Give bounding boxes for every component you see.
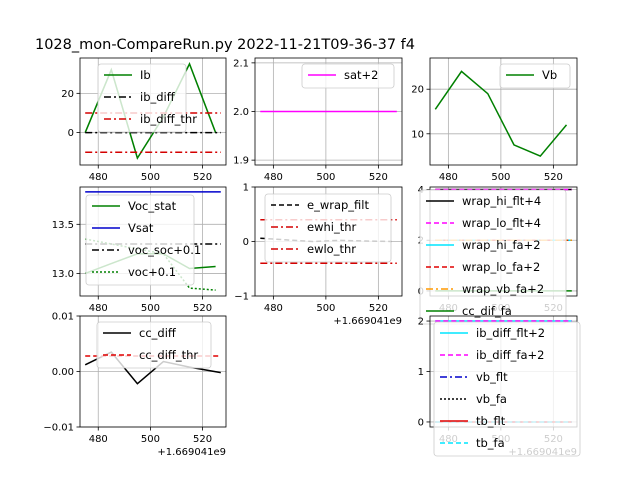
legend-box [97,63,187,133]
y-tick-label: −1 [234,292,249,303]
legend-label: wrap_hi_flt+4 [462,194,541,208]
legend-label: ib_diff_thr [140,112,197,126]
subplot-8: 480500520012+1.669041e9ib_diff_flt+2ib_d… [418,315,581,458]
legend-label: wrap_lo_flt+4 [462,216,541,230]
y-tick-label: 13.5 [52,220,74,231]
legend-label: Voc_stat [128,199,177,213]
legend-box [85,194,195,286]
x-tick-label: 500 [316,172,335,183]
y-tick-label: −0.01 [43,423,74,434]
legend: Voc_stat Vsat voc_soc+0.1 voc+0.1 [85,194,201,286]
x-offset-label: +1.669041e9 [333,316,402,327]
legend-box [433,321,581,457]
legend-box [264,193,392,263]
y-tick-label: 20 [61,89,74,100]
legend-label: voc_soc+0.1 [128,243,201,257]
legend: e_wrap_filt ewhi_thr ewlo_thr [264,193,392,263]
axes-frame [429,57,578,166]
legend-label: vb_flt [476,370,508,384]
legend: Vb [499,63,571,89]
legend: ib_diff_flt+2 ib_diff_fa+2 vb_flt vb_fa tb_f… [433,321,581,457]
legend-label: cc_diff [139,326,177,340]
x-tick-label: 480 [264,303,283,314]
legend-label: sat+2 [344,68,379,82]
x-tick-label: 520 [544,172,563,183]
y-tick-label: 0 [68,128,74,139]
legend-label: Ib [140,68,151,82]
legend-label: ib_diff [140,90,176,104]
legend-label: wrap_vb_fa+2 [462,282,544,296]
legend-label: Vb [542,68,557,82]
legend-label: tb_fa [476,436,505,450]
y-tick-label: 2.1 [233,58,249,69]
y-tick-label: 20 [411,85,424,96]
legend-label: wrap_lo_fa+2 [462,260,540,274]
axes-frame [79,186,227,297]
x-tick-label: 480 [264,172,283,183]
y-tick-label: 0.01 [52,312,74,323]
y-tick-label: 1.9 [233,156,249,167]
subplot-7: 480 500 520 −0.01 0.00 0.01 +1.669041e9 cc_diff… [43,312,227,458]
legend-box [499,63,571,89]
x-tick-label: 500 [491,172,510,183]
y-tick-label: 13.0 [52,269,74,280]
legend-label: Vsat [128,221,154,235]
x-tick-label: 480 [89,434,108,445]
y-tick-label: 10 [411,129,424,140]
subplot-6: 480500520024wrap_hi_flt+4wrap_lo_flt+4wr… [418,185,578,325]
y-tick-label: 0 [243,237,249,248]
y-tick-label: 1 [243,183,249,194]
legend: wrap_hi_flt+4 wrap_lo_flt+4 wrap_hi_fa+2wr… [419,189,567,325]
x-tick-label: 500 [141,172,160,183]
subplot-5: 480 500 520 −1 0 1 +1.669041e9 e_wrap_filt ewhi_… [234,183,403,327]
legend-label: ewlo_thr [307,242,356,256]
axes-frame [79,57,227,166]
y-tick-label: 2.0 [233,107,249,118]
y-tick-label: 0 [418,417,424,428]
x-tick-label: 480 [89,303,108,314]
y-tick-label: 0.00 [52,367,74,378]
legend-label: ewhi_thr [307,220,357,234]
legend-label: ib_diff_flt+2 [476,326,545,340]
x-tick-label: 520 [193,303,212,314]
subplot-4: 480 500 520 13.0 13.5 Voc_stat Vsat voc_soc+0.1… [52,186,227,314]
legend: cc_diff cc_diff_thr [96,321,212,369]
subplot-3: 480 500 520 10 20 Vb [411,57,578,183]
legend-label: tb_flt [476,414,506,428]
legend-label: cc_dif_fa [462,304,512,318]
x-tick-label: 520 [369,172,388,183]
figure-title: 1028_mon-CompareRun.py 2022-11-21T09-36-… [35,37,415,53]
x-tick-label: 520 [193,434,212,445]
legend-label: e_wrap_filt [307,198,369,212]
x-tick-label: 480 [89,172,108,183]
x-offset-label: +1.669041e9 [157,447,226,458]
y-tick-label: 2 [418,317,424,328]
x-tick-label: 500 [141,303,160,314]
x-tick-label: 520 [369,303,388,314]
legend-box [301,63,395,89]
legend: Ib ib_diff ib_diff_thr [97,63,197,133]
legend-label: ib_diff_fa+2 [476,348,544,362]
x-tick-label: 520 [193,172,212,183]
legend: sat+2 [301,63,395,89]
legend-label: voc+0.1 [128,265,176,279]
subplot-1: 480 500 520 0 20 Ib ib_diff ib_diff_thr [61,57,227,183]
series-group [434,70,568,158]
y-tick-label: 1 [418,367,424,378]
x-tick-label: 500 [316,303,335,314]
legend-label: cc_diff_thr [139,348,198,362]
series-line-vb [434,70,568,158]
x-tick-label: 500 [141,434,160,445]
legend-label: vb_fa [476,392,507,406]
subplot-2: 480 500 520 1.9 2.0 2.1 sat+2 [233,57,403,183]
legend-label: wrap_hi_fa+2 [462,238,541,252]
x-tick-label: 480 [439,172,458,183]
